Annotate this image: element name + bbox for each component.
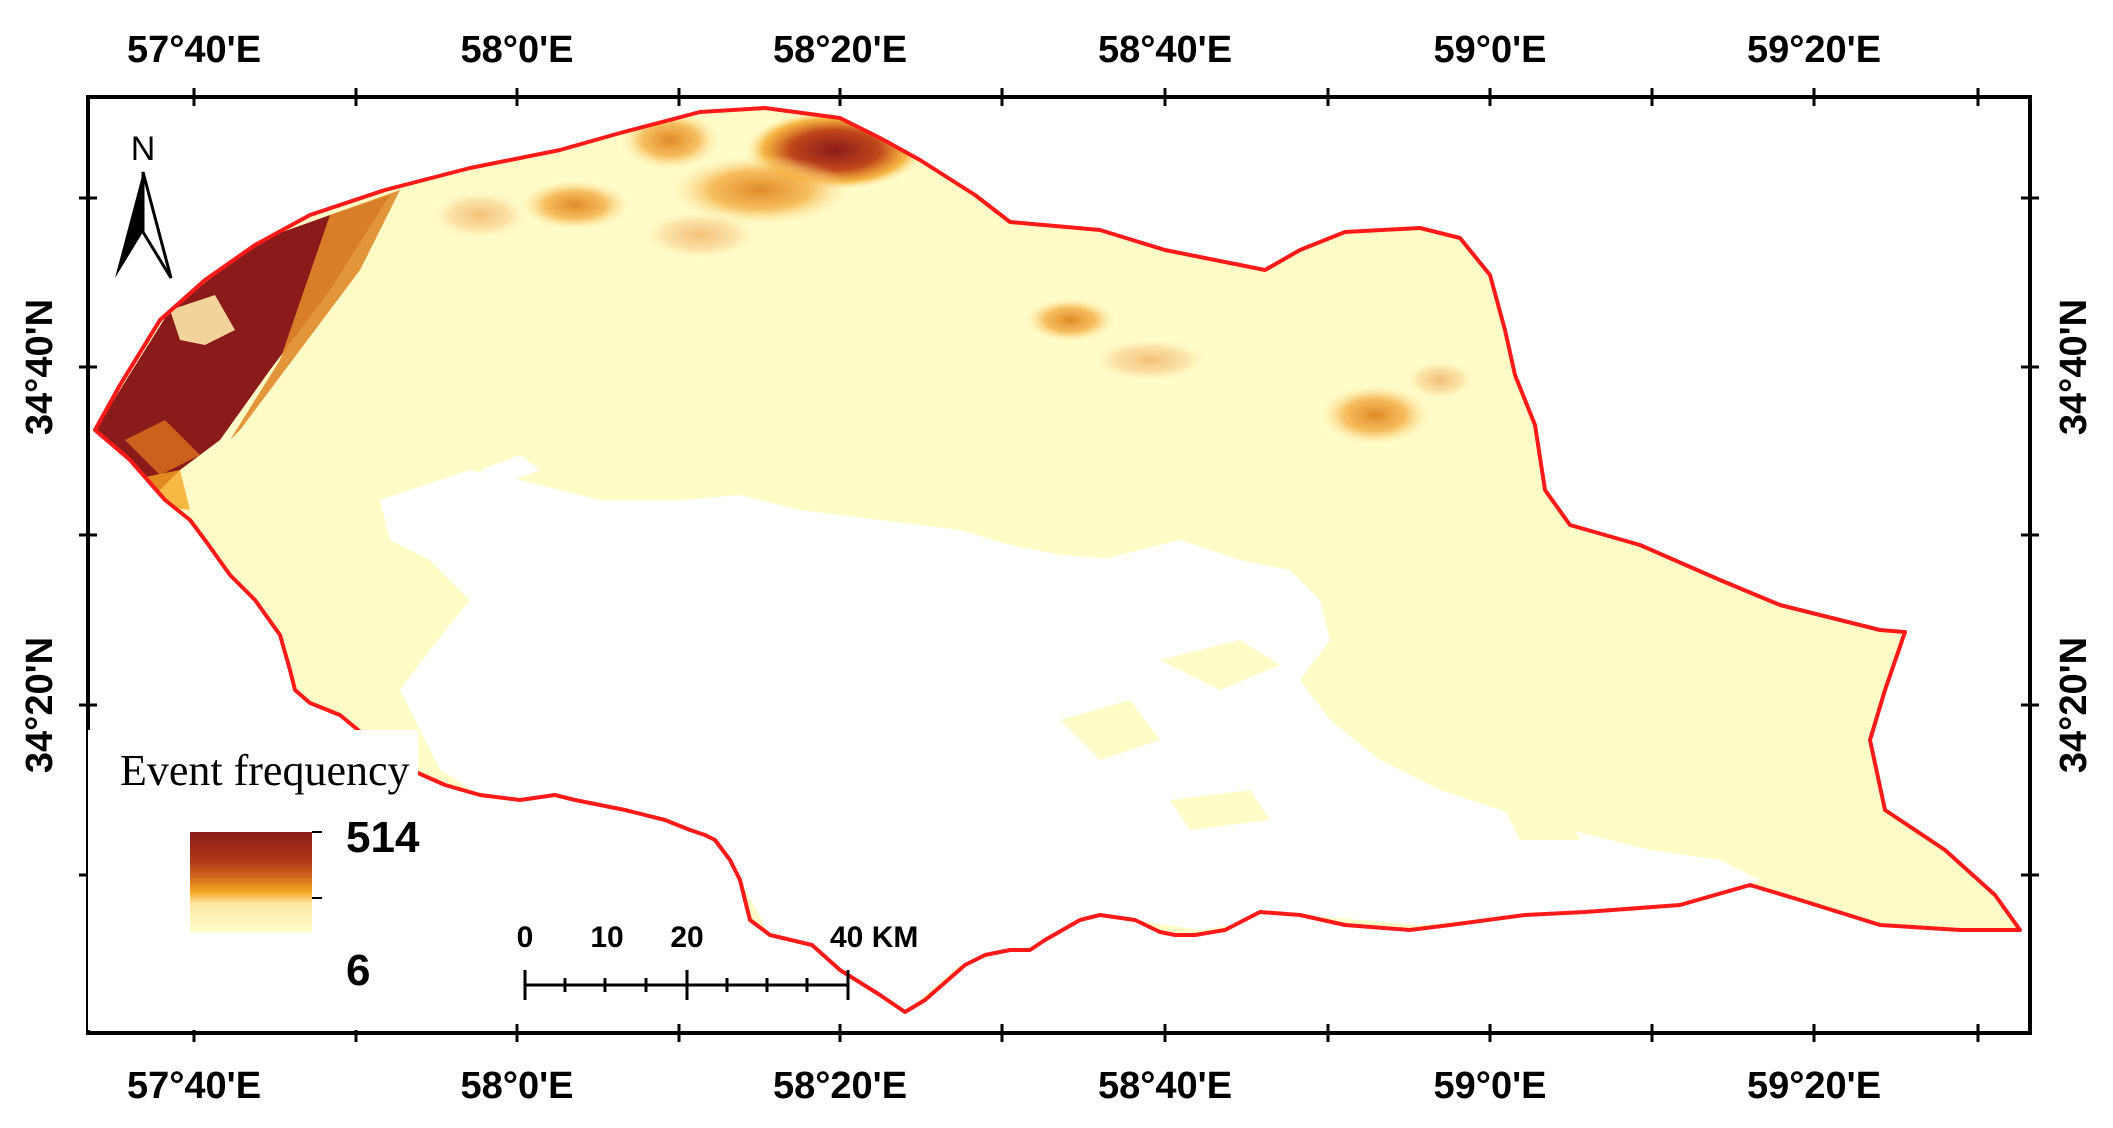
right-tick-label: 34°20'N	[2053, 637, 2095, 773]
region-boundary	[93, 106, 2022, 1014]
bottom-tick-label: 59°20'E	[1747, 1065, 1881, 1107]
right-axis-labels: 34°40'N 34°20'N	[2053, 299, 2095, 773]
top-tick-label: 59°20'E	[1747, 29, 1881, 71]
scale-label: 20	[670, 921, 703, 954]
top-tick-label: 59°0'E	[1434, 29, 1547, 71]
bottom-tick-label: 59°0'E	[1434, 1065, 1547, 1107]
left-tick-label: 34°40'N	[19, 299, 61, 435]
top-tick-label: 58°0'E	[461, 29, 574, 71]
bottom-axis-labels: 57°40'E 58°0'E 58°20'E 58°40'E 59°0'E 59…	[127, 1065, 1881, 1107]
bottom-tick-label: 58°20'E	[773, 1065, 907, 1107]
bottom-tick-label: 58°0'E	[461, 1065, 574, 1107]
top-tick-label: 57°40'E	[127, 29, 261, 71]
top-tick-label: 58°20'E	[773, 29, 907, 71]
legend-title: Event frequency	[120, 746, 410, 795]
left-tick-label: 34°20'N	[19, 637, 61, 773]
west-hotspot-edge	[200, 190, 400, 470]
scale-label: 40 KM	[830, 921, 918, 954]
north-arrow-icon	[115, 172, 143, 278]
legend-color-ramp	[190, 832, 312, 932]
legend-min-label: 6	[346, 946, 370, 995]
no-data-area	[380, 470, 1760, 1012]
north-arrow: N	[115, 130, 173, 279]
bottom-tick-label: 58°40'E	[1098, 1065, 1232, 1107]
scale-label: 0	[517, 921, 534, 954]
right-tick-label: 34°40'N	[2053, 299, 2095, 435]
bottom-tick-label: 57°40'E	[127, 1065, 261, 1107]
legend: Event frequency 514 6	[88, 730, 420, 1030]
top-tick-label: 58°40'E	[1098, 29, 1232, 71]
left-axis-labels: 34°40'N 34°20'N	[19, 299, 61, 773]
legend-max-label: 514	[346, 813, 420, 862]
scale-bar: 0 10 20 40 KM	[517, 921, 918, 1000]
scale-label: 10	[590, 921, 623, 954]
top-axis-labels: 57°40'E 58°0'E 58°20'E 58°40'E 59°0'E 59…	[127, 29, 1881, 71]
north-label: N	[131, 130, 156, 168]
